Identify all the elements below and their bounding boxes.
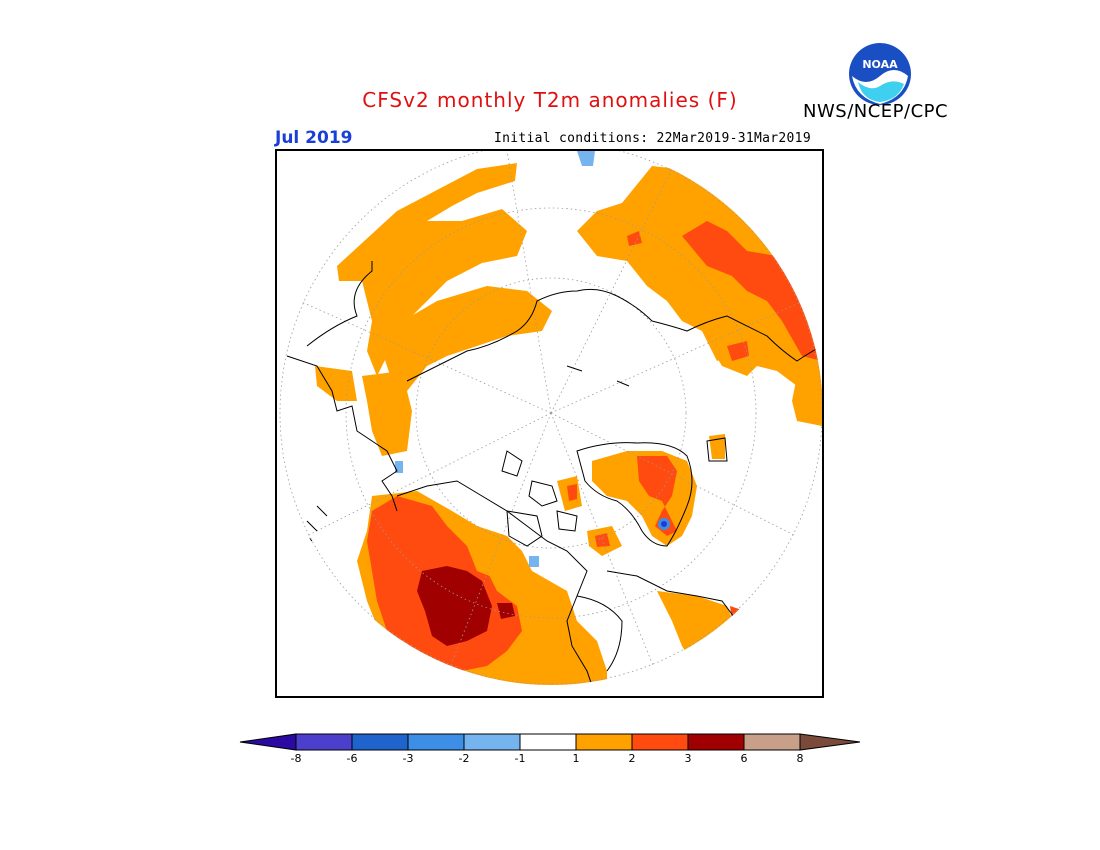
colorbar-tick-label: -2 [458, 752, 470, 765]
colorbar-right-arrow [799, 733, 861, 751]
anomaly-fill-layer [315, 151, 822, 685]
colorbar-segment [743, 733, 801, 751]
colorbar-tick-label: 3 [684, 752, 692, 765]
coastlines [286, 151, 822, 685]
colorbar-segment [463, 733, 521, 751]
graticule [279, 151, 822, 685]
noaa-logo: NOAA [848, 42, 912, 106]
colorbar-tick-label: -1 [514, 752, 526, 765]
colorbar-tick-label: 6 [740, 752, 748, 765]
colorbar-tick-label: -3 [402, 752, 414, 765]
noaa-logo-text: NOAA [862, 58, 898, 71]
colorbar-segment [407, 733, 465, 751]
colorbar-segment [575, 733, 633, 751]
colorbar-tick-label: 2 [628, 752, 636, 765]
colorbar-segment [687, 733, 745, 751]
polar-map [275, 149, 824, 698]
colorbar-segment [631, 733, 689, 751]
colorbar-left-arrow [239, 733, 297, 751]
colorbar-segment [351, 733, 409, 751]
colorbar [238, 732, 863, 772]
initial-conditions-label: Initial conditions: 22Mar2019-31Mar2019 [494, 131, 811, 146]
colorbar-tick-label: 8 [796, 752, 804, 765]
colorbar-tick-label: -8 [290, 752, 302, 765]
month-label: Jul 2019 [275, 128, 353, 148]
colorbar-tick-label: -6 [346, 752, 358, 765]
agency-label: NWS/NCEP/CPC [803, 101, 949, 122]
colorbar-segment [519, 733, 577, 751]
map-title: CFSv2 monthly T2m anomalies (F) [362, 88, 738, 112]
colorbar-tick-label: 1 [572, 752, 580, 765]
colorbar-segment [295, 733, 353, 751]
